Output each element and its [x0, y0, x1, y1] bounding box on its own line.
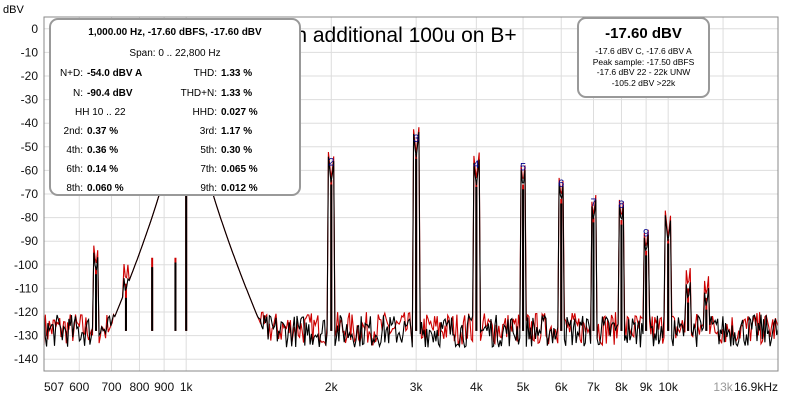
stat-9th-label: 9th: [200, 183, 217, 194]
stat-5th-value: 0.30 % [221, 145, 253, 156]
stat-hh: HH 10 .. 22 [75, 107, 126, 121]
stat-8th: 8th: 0.060 % [59, 183, 124, 197]
harmonic-label: 8 [618, 199, 624, 211]
harmonic-label: 3 [413, 133, 419, 145]
stat-6th: 6th: 0.14 % [59, 164, 118, 178]
stat-3rd-label: 3rd: [199, 126, 217, 137]
stat-nd: N+D: -54.0 dBV A [59, 68, 142, 82]
distortion-stats-panel: 1,000.00 Hz, -17.60 dBFS, -17.60 dBV Spa… [49, 18, 301, 196]
stats-span: Span: 0 .. 22,800 Hz [129, 48, 221, 59]
stat-nd-value: -54.0 dBV A [87, 68, 143, 79]
stat-5th-label: 5th: [200, 145, 217, 156]
stat-5th: 5th: 0.30 % [169, 145, 252, 159]
stats-header: 1,000.00 Hz, -17.60 dBFS, -17.60 dBV [88, 27, 262, 38]
x-tick-label: 900 [154, 380, 174, 394]
x-tick-label: 1k [180, 380, 194, 394]
y-tick-label: -10 [21, 45, 39, 59]
stat-thd-label: THD: [193, 68, 217, 79]
stat-9th-value: 0.012 % [221, 183, 258, 194]
stat-n: N: -90.4 dBV [59, 88, 133, 102]
y-tick-label: -40 [21, 116, 39, 130]
stat-n-value: -90.4 dBV [87, 88, 133, 99]
y-tick-label: -100 [14, 258, 38, 272]
x-tick-label: 2k [325, 380, 339, 394]
readout-line-1: -17.6 dBV C, -17.6 dBV A [595, 46, 692, 56]
x-tick-label: 600 [69, 380, 89, 394]
harmonic-label: 9 [643, 227, 649, 239]
stat-3rd: 3rd: 1.17 % [169, 126, 252, 140]
stat-thdn-value: 1.33 % [221, 88, 253, 99]
y-tick-label: -130 [14, 329, 38, 343]
stat-thd: THD: 1.33 % [169, 68, 252, 82]
stat-4th: 4th: 0.36 % [59, 145, 118, 159]
readout-line-2: Peak sample: -17.50 dBFS [592, 56, 695, 67]
stat-2nd-label: 2nd: [63, 126, 83, 137]
harmonic-label: 7 [590, 197, 596, 209]
stat-hh-label: HH 10 .. 22 [75, 107, 126, 118]
stat-n-label: N: [73, 88, 83, 99]
stat-7th-label: 7th: [200, 164, 217, 175]
stat-3rd-value: 1.17 % [221, 126, 253, 137]
stat-7th: 7th: 0.065 % [169, 164, 258, 178]
y-tick-label: -50 [21, 140, 39, 154]
y-tick-label: -20 [21, 69, 39, 83]
x-tick-label: 507 [44, 380, 64, 394]
y-tick-label: -90 [21, 234, 39, 248]
stat-hhd: HHD: 0.027 % [169, 107, 258, 121]
harmonic-labels: 2 3 4 5 6 7 8 9 [328, 133, 649, 239]
stat-4th-label: 4th: [66, 145, 83, 156]
stat-7th-value: 0.065 % [221, 164, 258, 175]
y-tick-label: -70 [21, 187, 39, 201]
stat-thd-value: 1.33 % [221, 68, 253, 79]
y-tick-label: 0 [31, 22, 38, 36]
x-tick-label: 10k [658, 380, 678, 394]
readout-line-4: -105.2 dBV >22k [611, 77, 676, 88]
stat-4th-value: 0.36 % [87, 145, 119, 156]
x-tick-label: 6k [555, 380, 569, 394]
stat-6th-label: 6th: [66, 164, 83, 175]
y-tick-label: -110 [15, 281, 38, 295]
chart-title: With additional 100u on B+ [265, 24, 517, 47]
x-tick-labels: 507 600 700 800 900 1k 2k 3k 4k 5k 6k 7k 8k 9k 10k 13k 1… [44, 380, 778, 394]
x-tick-label: 800 [129, 380, 149, 394]
stat-nd-label: N+D: [59, 68, 83, 79]
x-tick-label: 13k [713, 380, 733, 394]
stat-8th-label: 8th: [66, 183, 83, 194]
x-tick-label: 9k [640, 380, 654, 394]
y-tick-label: -30 [21, 93, 39, 107]
y-tick-label: -80 [21, 211, 39, 225]
stat-6th-value: 0.14 % [87, 164, 119, 175]
stat-hhd-value: 0.027 % [221, 107, 258, 118]
x-tick-label: 4k [470, 380, 484, 394]
stat-2nd-value: 0.37 % [87, 126, 119, 137]
stat-thdn: THD+N: 1.33 % [169, 88, 253, 102]
harmonic-label: 6 [558, 178, 564, 190]
y-tick-label: -120 [14, 305, 38, 319]
stat-hhd-label: HHD: [192, 107, 217, 118]
x-tick-label: 16.9kHz [734, 380, 778, 394]
stat-2nd: 2nd: 0.37 % [59, 126, 119, 140]
y-tick-labels: 0 -10 -20 -30 -40 -50 -60 -70 -80 -90 -100 -110 -120… [14, 22, 38, 366]
harmonic-label: 4 [473, 159, 479, 171]
y-axis-label: dBV [3, 4, 24, 16]
stat-9th: 9th: 0.012 % [169, 183, 258, 197]
level-readout-box: -17.60 dBV -17.6 dBV C, -17.6 dBV A Peak… [577, 17, 710, 98]
stat-thdn-label: THD+N: [180, 88, 217, 99]
x-tick-label: 8k [615, 380, 629, 394]
x-tick-label: 5k [517, 380, 531, 394]
level-readout-value: -17.60 dBV [605, 25, 682, 42]
stat-8th-value: 0.060 % [87, 183, 124, 194]
harmonic-label: 5 [520, 161, 526, 173]
x-tick-label: 3k [410, 380, 424, 394]
x-tick-label: 7k [587, 380, 601, 394]
plot-frame [43, 16, 779, 372]
harmonic-label: 2 [328, 157, 334, 169]
readout-line-3: -17.6 dBV 22 - 22k UNW [596, 67, 691, 77]
x-tick-label: 700 [102, 380, 122, 394]
y-tick-label: -60 [21, 163, 39, 177]
y-tick-label: -140 [14, 352, 38, 366]
